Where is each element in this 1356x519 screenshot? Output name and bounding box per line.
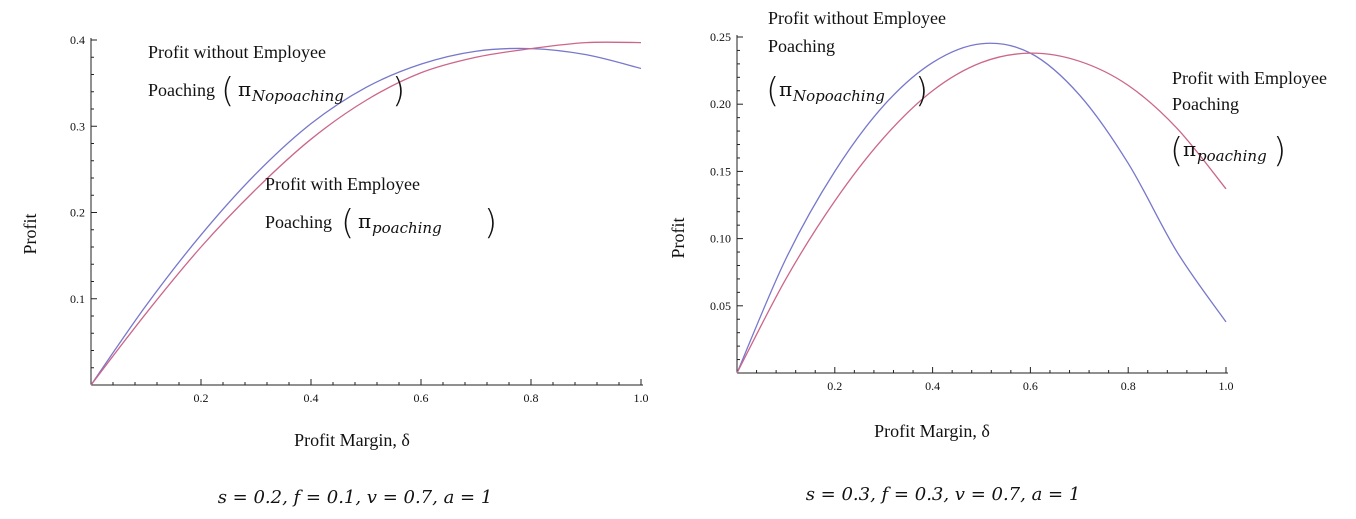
y-tick-label: 0.4 bbox=[70, 33, 85, 47]
paren-right: ) bbox=[915, 71, 928, 111]
series-line-poaching bbox=[90, 41, 642, 386]
y-tick-label: 0.10 bbox=[710, 232, 731, 246]
pi-symbol: π bbox=[1183, 137, 1196, 161]
x-tick-label: 0.4 bbox=[925, 379, 940, 393]
x-tick-label: 1.0 bbox=[1219, 379, 1234, 393]
chart-right-plot: 0.2 0.4 0.6 0.8 1.0 0.05 0.10 0.15 0.20 0.25 Profi… bbox=[668, 8, 1327, 505]
y-tick-label: 0.25 bbox=[710, 30, 731, 44]
paren-left: ( bbox=[221, 71, 234, 111]
x-tick-label: 0.8 bbox=[524, 391, 539, 405]
annotation-line2: Poaching bbox=[1172, 94, 1239, 114]
pi-symbol: π bbox=[238, 77, 251, 101]
y-tick-label: 0.15 bbox=[710, 164, 731, 178]
x-tick-label: 0.6 bbox=[414, 391, 429, 405]
x-axis-title: Profit Margin, δ bbox=[294, 430, 410, 450]
x-tick-label: 0.8 bbox=[1121, 379, 1136, 393]
x-axis-title: Profit Margin, δ bbox=[874, 421, 990, 441]
paren-left: ( bbox=[341, 203, 354, 243]
paren-right: ) bbox=[1273, 131, 1286, 171]
params-caption: s = 0.3, f = 0.3, v = 0.7, a = 1 bbox=[806, 484, 1081, 505]
annotation-line1: Profit without Employee bbox=[148, 42, 326, 62]
y-tick-label: 0.2 bbox=[70, 206, 85, 220]
pi-symbol: π bbox=[358, 209, 371, 233]
chart-left: 0.2 0.4 0.6 0.8 1.0 0.1 0.2 0.3 0.4 Profit Profit … bbox=[0, 0, 670, 519]
y-tick-label: 0.05 bbox=[710, 299, 731, 313]
y-axis-title: Profit bbox=[668, 217, 688, 258]
series-line-nopoaching bbox=[736, 42, 1227, 374]
x-tick-label: 0.2 bbox=[827, 379, 842, 393]
series-line-nopoaching bbox=[90, 47, 642, 386]
annotation-line1: Profit with Employee bbox=[265, 174, 420, 194]
pi-subscript: Nopoaching bbox=[792, 87, 885, 105]
pi-subscript: poaching bbox=[1197, 147, 1267, 165]
annotation-line2: Poaching bbox=[265, 212, 332, 232]
paren-left: ( bbox=[1170, 131, 1183, 171]
params-caption: s = 0.2, f = 0.1, v = 0.7, a = 1 bbox=[218, 487, 493, 508]
chart-left-plot: 0.2 0.4 0.6 0.8 1.0 0.1 0.2 0.3 0.4 Profit Profit … bbox=[20, 33, 649, 508]
paren-right: ) bbox=[484, 203, 497, 243]
y-tick-label: 0.1 bbox=[70, 292, 85, 306]
paren-right: ) bbox=[392, 71, 405, 111]
paren-left: ( bbox=[766, 71, 779, 111]
pi-subscript: Nopoaching bbox=[251, 87, 344, 105]
annotation-line2: Poaching bbox=[148, 80, 215, 100]
y-axis-title: Profit bbox=[20, 213, 40, 254]
y-tick-label: 0.3 bbox=[70, 119, 85, 133]
x-tick-label: 0.2 bbox=[194, 391, 209, 405]
pi-subscript: poaching bbox=[372, 219, 442, 237]
x-tick-label: 1.0 bbox=[634, 391, 649, 405]
pi-symbol: π bbox=[779, 77, 792, 101]
chart-right: 0.2 0.4 0.6 0.8 1.0 0.05 0.10 0.15 0.20 0.25 Profi… bbox=[668, 0, 1356, 519]
y-tick-label: 0.20 bbox=[710, 97, 731, 111]
annotation-line1: Profit without Employee bbox=[768, 8, 946, 28]
annotation-line2: Poaching bbox=[768, 36, 835, 56]
annotation-line1: Profit with Employee bbox=[1172, 68, 1327, 88]
series-line-poaching bbox=[736, 52, 1227, 374]
x-tick-label: 0.4 bbox=[304, 391, 319, 405]
x-tick-label: 0.6 bbox=[1023, 379, 1038, 393]
